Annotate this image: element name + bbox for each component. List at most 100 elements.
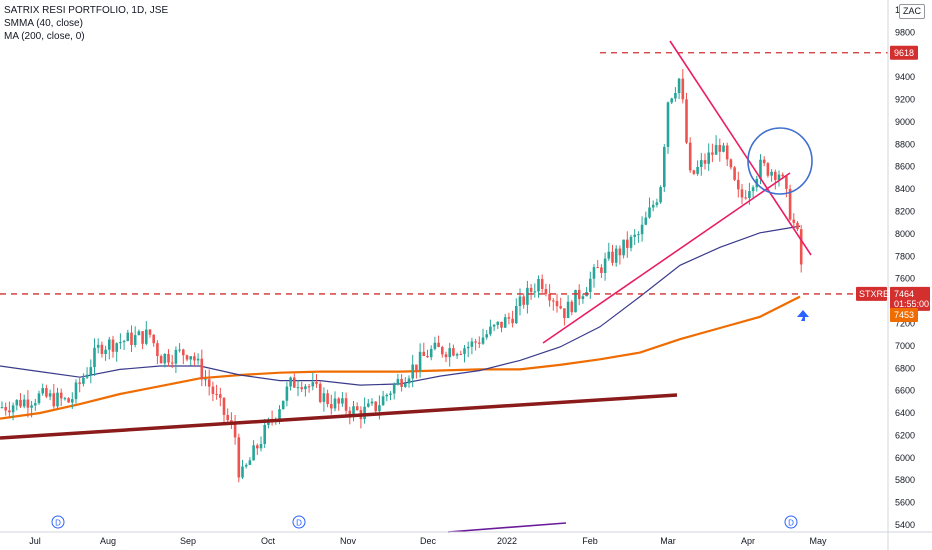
- candle-up: [259, 443, 263, 449]
- candle-up: [48, 393, 52, 397]
- candle-up: [30, 405, 33, 408]
- candle-down: [474, 341, 477, 343]
- candle-down: [725, 145, 729, 160]
- candle-up: [466, 346, 470, 349]
- candle-down: [733, 167, 736, 180]
- candle-up: [515, 306, 518, 324]
- legend-ma: MA (200, close, 0): [4, 31, 85, 42]
- candle-down: [563, 308, 566, 319]
- candle-up: [93, 347, 96, 368]
- candle-up: [603, 258, 607, 273]
- candle-down: [152, 334, 155, 344]
- candle-up: [85, 374, 89, 378]
- candle-up: [285, 386, 289, 401]
- candle-up: [352, 406, 355, 416]
- candle-up: [496, 321, 500, 325]
- symbol-tag: [856, 286, 887, 301]
- candle-up: [581, 296, 585, 300]
- y-tick-label: 6600: [895, 386, 915, 396]
- candle-up: [663, 146, 666, 188]
- candle-up: [503, 317, 507, 328]
- y-tick-label: 8200: [895, 207, 915, 217]
- candle-down: [688, 142, 692, 171]
- candle-up: [463, 348, 466, 355]
- candle-up: [196, 358, 200, 361]
- candle-down: [577, 289, 581, 300]
- candle-down: [207, 379, 211, 387]
- candle-down: [219, 394, 222, 398]
- candle-down: [185, 355, 189, 360]
- candle-up: [492, 324, 496, 327]
- candle-up: [759, 159, 762, 179]
- candle-up: [751, 187, 755, 192]
- up-arrow-icon: [797, 310, 809, 321]
- candle-up: [37, 393, 41, 404]
- candle-down: [459, 354, 463, 356]
- candle-down: [233, 423, 237, 438]
- ma200-path: [0, 295, 801, 420]
- candle-down: [544, 288, 548, 294]
- candle-up: [178, 349, 181, 351]
- candle-up: [96, 344, 100, 348]
- candle-up: [367, 403, 370, 407]
- candle-up: [644, 217, 648, 225]
- candle-down: [478, 342, 481, 344]
- candle-down: [337, 398, 340, 404]
- candle-down: [511, 318, 514, 324]
- last-price-tag: [890, 286, 930, 311]
- candle-down: [692, 170, 696, 174]
- x-tick-label: 2022: [497, 536, 517, 546]
- candle-up: [537, 279, 540, 292]
- symbol-tag-text: STXRES: [859, 289, 895, 299]
- falling-trendline: [669, 40, 812, 256]
- countdown-text: 01:55:00: [894, 299, 929, 309]
- y-tick-label: 7000: [895, 341, 915, 351]
- candle-down: [785, 176, 788, 189]
- candle-up: [770, 171, 773, 176]
- y-tick-label: 5400: [895, 520, 915, 530]
- smma-line: [0, 225, 801, 386]
- time-axis[interactable]: Jul Aug Sep Oct Nov Dec 2022 Feb Mar Apr May: [0, 531, 932, 546]
- y-tick-label: 8800: [895, 139, 915, 149]
- candle-down: [552, 300, 555, 302]
- candle-down: [441, 347, 444, 355]
- candle-up: [363, 406, 366, 420]
- candle-up: [133, 335, 137, 346]
- candle-up: [666, 102, 670, 147]
- candle-down: [507, 317, 511, 319]
- candle-down: [148, 329, 152, 335]
- candle-up: [455, 354, 459, 356]
- candle-down: [237, 437, 241, 478]
- legend-title: SATRIX RESI PORTFOLIO, 1D, JSE: [4, 5, 169, 16]
- candle-up: [296, 387, 300, 389]
- candle-down: [67, 398, 70, 403]
- candle-up: [489, 326, 492, 335]
- candle-down: [45, 388, 48, 397]
- candle-up: [252, 445, 255, 461]
- candle-up: [518, 296, 522, 307]
- candle-up: [648, 207, 651, 218]
- y-tick-label: 6200: [895, 430, 915, 440]
- rising-trendline: [542, 172, 791, 344]
- candle-up: [108, 339, 111, 350]
- candle-down: [529, 287, 533, 292]
- currency-button[interactable]: ZAC: [899, 4, 925, 19]
- price-axis[interactable]: 5400 5600 5800 6000 6200 6400 6600 6800 7000 7200…: [887, 0, 920, 550]
- y-tick-label: 8600: [895, 162, 915, 172]
- candle-down: [703, 160, 707, 164]
- candle-down: [611, 251, 614, 263]
- candle-down: [426, 355, 429, 358]
- candle-down: [307, 386, 311, 388]
- purple-trendline: [447, 522, 567, 533]
- candle-down: [400, 378, 403, 387]
- candle-down: [141, 331, 144, 344]
- candle-up: [189, 356, 192, 360]
- dividend-marker-icon: [51, 515, 65, 529]
- candle-down: [8, 410, 11, 413]
- candle-up: [589, 278, 592, 292]
- candle-up: [370, 401, 374, 404]
- x-tick-label: Mar: [660, 536, 676, 546]
